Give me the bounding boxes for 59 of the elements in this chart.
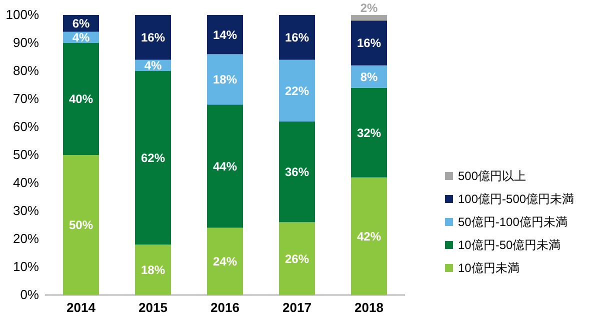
bar [207, 228, 243, 295]
x-tick-label: 2018 [354, 300, 384, 316]
bar [351, 88, 387, 178]
data-label: 18% [212, 72, 238, 87]
y-tick-label: 30% [12, 203, 40, 218]
data-label: 22% [284, 84, 310, 98]
y-tick-label: 0% [20, 287, 40, 302]
bar [351, 177, 387, 295]
y-tick-label: 50% [12, 147, 40, 162]
data-label: 24% [212, 254, 238, 269]
data-label: 16% [284, 30, 310, 45]
x-tick-label: 2015 [138, 300, 168, 316]
data-label: 8% [360, 70, 378, 84]
bar [351, 15, 387, 21]
data-label: 16% [356, 36, 382, 50]
legend-label: 100億円-500億円未満 [458, 192, 574, 206]
y-tick-label: 20% [12, 231, 40, 246]
x-tick-label: 2017 [282, 300, 312, 316]
bar [279, 60, 315, 122]
x-tick-label: 2014 [66, 300, 96, 316]
data-label: 62% [140, 151, 166, 165]
bar [135, 71, 171, 245]
bar [207, 104, 243, 228]
y-tick-label: 10% [12, 259, 40, 274]
data-label: 18% [140, 263, 166, 277]
y-tick-label: 40% [12, 175, 40, 190]
data-label: 4% [72, 30, 90, 45]
bar [279, 15, 315, 60]
y-tick-label: 70% [12, 91, 40, 106]
bar [351, 20, 387, 66]
y-tick-label: 80% [12, 63, 40, 78]
data-label: 26% [284, 252, 310, 266]
bar [135, 244, 171, 295]
legend-label: 10億円未満 [458, 261, 520, 276]
data-label: 2% [360, 1, 378, 16]
data-label: 6% [72, 16, 90, 31]
legend-label: 500億円以上 [458, 169, 526, 184]
data-label: 14% [212, 28, 238, 42]
bar [279, 222, 315, 295]
bar [279, 121, 315, 222]
bar [207, 54, 243, 105]
legend-label: 10億円-50億円未満 [458, 238, 561, 252]
x-tick-label: 2016 [210, 300, 240, 316]
bar [63, 43, 99, 155]
bar [207, 15, 243, 54]
y-tick-label: 90% [12, 35, 40, 50]
y-tick-label: 100% [6, 7, 40, 22]
legend-label: 50億円-100億円未満 [458, 215, 568, 230]
data-label: 32% [356, 126, 382, 140]
data-label: 50% [68, 218, 94, 232]
data-label: 16% [140, 30, 166, 45]
data-label: 44% [212, 159, 238, 174]
data-label: 36% [284, 165, 310, 179]
data-label: 40% [68, 92, 94, 106]
data-label: 4% [144, 58, 162, 73]
bar [135, 15, 171, 60]
bar [63, 155, 99, 295]
y-tick-label: 60% [12, 119, 40, 134]
data-label: 42% [356, 229, 382, 244]
